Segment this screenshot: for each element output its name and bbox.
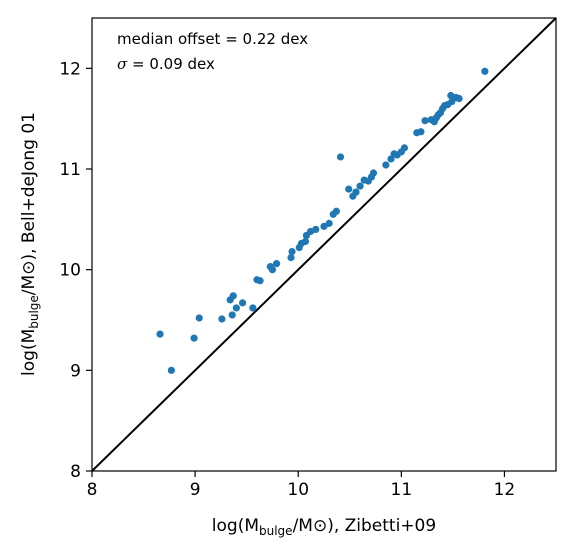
plot-area: [91, 17, 557, 472]
one-to-one-line: [91, 17, 557, 472]
y-tick-label: 8: [70, 462, 81, 482]
data-point: [249, 304, 257, 312]
annotation-sigma: σ = 0.09 dex: [117, 55, 215, 73]
data-point: [312, 225, 320, 233]
data-point: [229, 292, 237, 300]
data-point: [228, 311, 236, 319]
x-tick-label: 9: [190, 480, 201, 500]
x-axis-label: log(Mbulge/M⊙), Zibetti+09: [212, 516, 436, 538]
data-points: [156, 67, 489, 374]
y-tick-label: 11: [59, 160, 81, 180]
y-axis: 8 9 10 11 12: [59, 59, 92, 482]
data-point: [455, 94, 463, 103]
x-tick-label: 11: [391, 480, 413, 500]
y-tick-label: 10: [59, 261, 81, 281]
data-point: [288, 247, 296, 256]
data-point: [356, 182, 364, 190]
data-point: [481, 67, 489, 75]
data-point: [345, 185, 353, 193]
x-axis: 8 9 10 11 12: [87, 471, 516, 500]
data-point: [268, 266, 277, 274]
data-point: [232, 304, 240, 312]
data-point: [301, 237, 310, 246]
y-tick-label: 9: [70, 361, 81, 381]
data-point: [332, 207, 340, 215]
x-tick-label: 12: [494, 480, 516, 500]
data-point: [421, 117, 429, 125]
x-tick-label: 8: [87, 480, 98, 500]
data-point: [167, 366, 175, 374]
annotation-median-offset: median offset = 0.22 dex: [117, 30, 308, 48]
data-point: [218, 315, 226, 323]
data-point: [238, 299, 247, 307]
data-point: [195, 314, 203, 322]
data-point: [352, 188, 360, 196]
data-point: [156, 330, 164, 338]
data-point: [417, 128, 425, 136]
data-point: [369, 169, 378, 177]
data-point: [400, 144, 409, 152]
data-point: [382, 161, 390, 169]
y-tick-label: 12: [59, 59, 81, 79]
data-point: [272, 260, 281, 268]
y-axis-label: log(Mbulge/M⊙), Bell+deJong 01: [19, 112, 41, 376]
data-point: [256, 277, 264, 285]
data-point: [190, 334, 198, 342]
x-tick-label: 10: [287, 480, 309, 500]
data-point: [336, 153, 345, 161]
data-point: [325, 219, 333, 227]
plot-frame: [91, 17, 557, 472]
data-point: [287, 253, 295, 262]
